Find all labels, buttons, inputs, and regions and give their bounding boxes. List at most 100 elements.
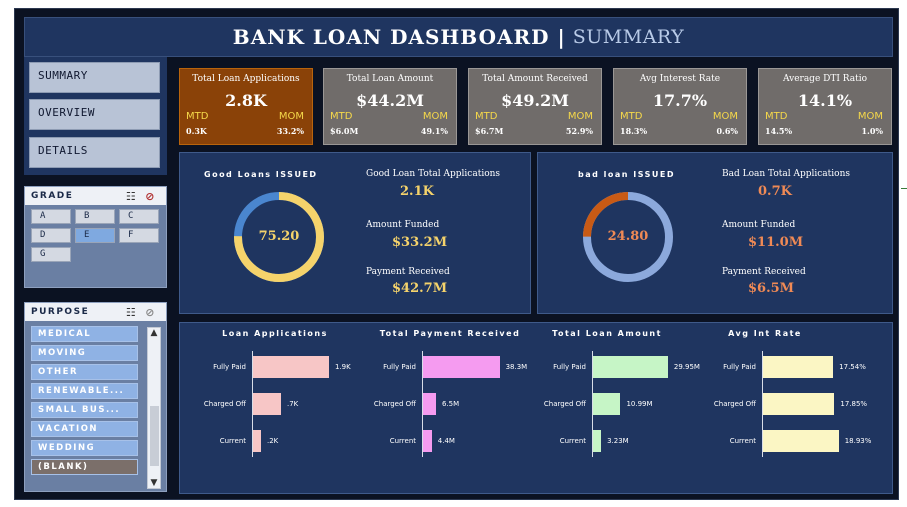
bad-loans-percent: 24.80 <box>607 229 649 244</box>
chart-bar <box>253 430 261 452</box>
bad-loan-funded-label: Amount Funded <box>722 220 796 230</box>
grade-item-g[interactable]: G <box>31 247 71 262</box>
kpi-mtd-label: MTD <box>330 111 353 122</box>
grade-item-f[interactable]: F <box>119 228 159 243</box>
chart-title: Total Loan Amount <box>552 329 662 338</box>
bad-loans-panel: bad loan ISSUED 24.80 Bad Loan Total App… <box>537 152 893 314</box>
good-loan-received-label: Payment Received <box>366 267 450 277</box>
scroll-down-icon[interactable]: ▼ <box>150 478 158 488</box>
purpose-item-moving[interactable]: MOVING <box>31 345 138 361</box>
kpi-mtd-value: 0.3K <box>186 126 207 136</box>
grade-item-b[interactable]: B <box>75 209 115 224</box>
category-label: Current <box>389 437 416 445</box>
kpi-mtd-value: $6.7M <box>475 126 504 136</box>
kpi-mom-value: 33.2% <box>276 126 304 136</box>
kpi-mtd-value: 14.5% <box>765 126 793 136</box>
chart-bar <box>253 393 281 415</box>
bad-loan-received-label: Payment Received <box>722 267 806 277</box>
clear-filter-icon[interactable]: ⊘ <box>145 306 156 319</box>
kpi-mom-label: MOM <box>278 111 304 122</box>
bar-value-label: 10.99M <box>626 400 653 408</box>
title-bar: BANK LOAN DASHBOARD | SUMMARY <box>24 17 893 57</box>
kpi-mtd-label: MTD <box>186 111 209 122</box>
good-loans-panel: Good Loans ISSUED 75.20 Good Loan Total … <box>179 152 531 314</box>
kpi-mtd-label: MTD <box>475 111 498 122</box>
bar-value-label: .7K <box>287 400 299 408</box>
grade-item-c[interactable]: C <box>119 209 159 224</box>
purpose-item-small-business[interactable]: SMALL BUS... <box>31 402 138 418</box>
category-label: Fully Paid <box>383 363 416 371</box>
chart-bar <box>763 393 835 415</box>
nav-summary-button[interactable]: SUMMARY <box>29 62 160 93</box>
kpi-card-total-loan-applications: Total Loan Applications 2.8K MTD MOM 0.3… <box>179 68 313 145</box>
purpose-item-other[interactable]: OTHER <box>31 364 138 380</box>
purpose-item-medical[interactable]: MEDICAL <box>31 326 138 342</box>
purpose-scrollbar[interactable]: ▲ ▼ <box>147 327 161 489</box>
bar-value-label: 18.93% <box>844 437 872 445</box>
kpi-mom-label: MOM <box>712 111 738 122</box>
kpi-value: 14.1% <box>797 91 853 110</box>
purpose-slicer-header: PURPOSE ☷ ⊘ <box>25 303 166 321</box>
bad-loans-donut-value <box>583 192 673 282</box>
category-label: Charged Off <box>373 400 416 408</box>
grade-slicer-header: GRADE ☷ ⊘ <box>25 187 166 205</box>
kpi-card-total-loan-amount: Total Loan Amount $44.2M MTD MOM $6.0M 4… <box>323 68 457 145</box>
bad-loans-title: bad loan ISSUED <box>578 170 675 179</box>
multi-select-icon[interactable]: ☷ <box>125 190 138 203</box>
kpi-mom-value: 1.0% <box>861 126 883 136</box>
chart-title: Loan Applications <box>222 329 328 338</box>
kpi-value: 2.8K <box>225 91 267 110</box>
purpose-item-vacation[interactable]: VACATION <box>31 421 138 437</box>
bar-value-label: 4.4M <box>437 437 455 445</box>
chart-bar <box>593 356 668 378</box>
bar-value-label: 6.5M <box>442 400 460 408</box>
scroll-thumb[interactable] <box>150 406 159 466</box>
category-label: Charged Off <box>543 400 586 408</box>
category-label: Current <box>729 437 756 445</box>
bad-loan-funded-value: $11.0M <box>748 235 804 250</box>
clear-filter-icon[interactable]: ⊘ <box>145 190 156 203</box>
grade-item-d[interactable]: D <box>31 228 71 243</box>
bar-value-label: 29.95M <box>673 363 700 371</box>
chart-axis <box>252 351 253 457</box>
loan-status-charts-panel: Loan Applications Fully Paid 1.9K Charged O… <box>179 322 893 494</box>
purpose-item-renewable[interactable]: RENEWABLE... <box>31 383 138 399</box>
chart-title: Avg Int Rate <box>728 329 802 338</box>
multi-select-icon[interactable]: ☷ <box>125 306 138 319</box>
grade-item-e[interactable]: E <box>75 228 115 243</box>
nav-details-button[interactable]: DETAILS <box>29 137 160 168</box>
kpi-mom-label: MOM <box>567 111 593 122</box>
chart-axis <box>592 351 593 457</box>
chart-bar <box>763 430 839 452</box>
good-loan-funded-value: $33.2M <box>392 235 448 250</box>
nav-panel: SUMMARY OVERVIEW DETAILS <box>24 57 167 175</box>
category-label: Fully Paid <box>213 363 246 371</box>
good-loans-title: Good Loans ISSUED <box>204 170 318 179</box>
bad-loan-received-value: $6.5M <box>748 281 795 296</box>
kpi-mtd-value: 18.3% <box>620 126 648 136</box>
bar-value-label: .2K <box>267 437 279 445</box>
edge-mark <box>901 188 907 189</box>
good-loan-received-value: $42.7M <box>392 281 448 296</box>
bar-value-label: 38.3M <box>505 363 528 371</box>
kpi-card-avg-interest-rate: Avg Interest Rate 17.7% MTD MOM 18.3% 0.… <box>613 68 747 145</box>
purpose-item-wedding[interactable]: WEDDING <box>31 440 138 456</box>
scroll-up-icon[interactable]: ▲ <box>150 328 158 338</box>
good-loan-applications-value: 2.1K <box>400 184 434 199</box>
bar-value-label: 17.85% <box>840 400 868 408</box>
purpose-item-blank[interactable]: (BLANK) <box>31 459 138 475</box>
grade-slicer-title: GRADE <box>31 191 74 201</box>
bad-loans-donut <box>583 192 673 282</box>
chart-axis <box>762 351 763 457</box>
good-loan-funded-label: Amount Funded <box>366 220 440 230</box>
nav-overview-button[interactable]: OVERVIEW <box>29 99 160 130</box>
purpose-slicer-title: PURPOSE <box>31 307 90 317</box>
dashboard-subtitle: SUMMARY <box>572 26 685 48</box>
good-loans-donut-value <box>234 192 324 282</box>
category-label: Fully Paid <box>553 363 586 371</box>
kpi-mom-value: 52.9% <box>565 126 593 136</box>
bar-value-label: 3.23M <box>607 437 629 445</box>
chart-bar <box>253 356 329 378</box>
kpi-title: Average DTI Ratio <box>782 74 868 84</box>
grade-item-a[interactable]: A <box>31 209 71 224</box>
